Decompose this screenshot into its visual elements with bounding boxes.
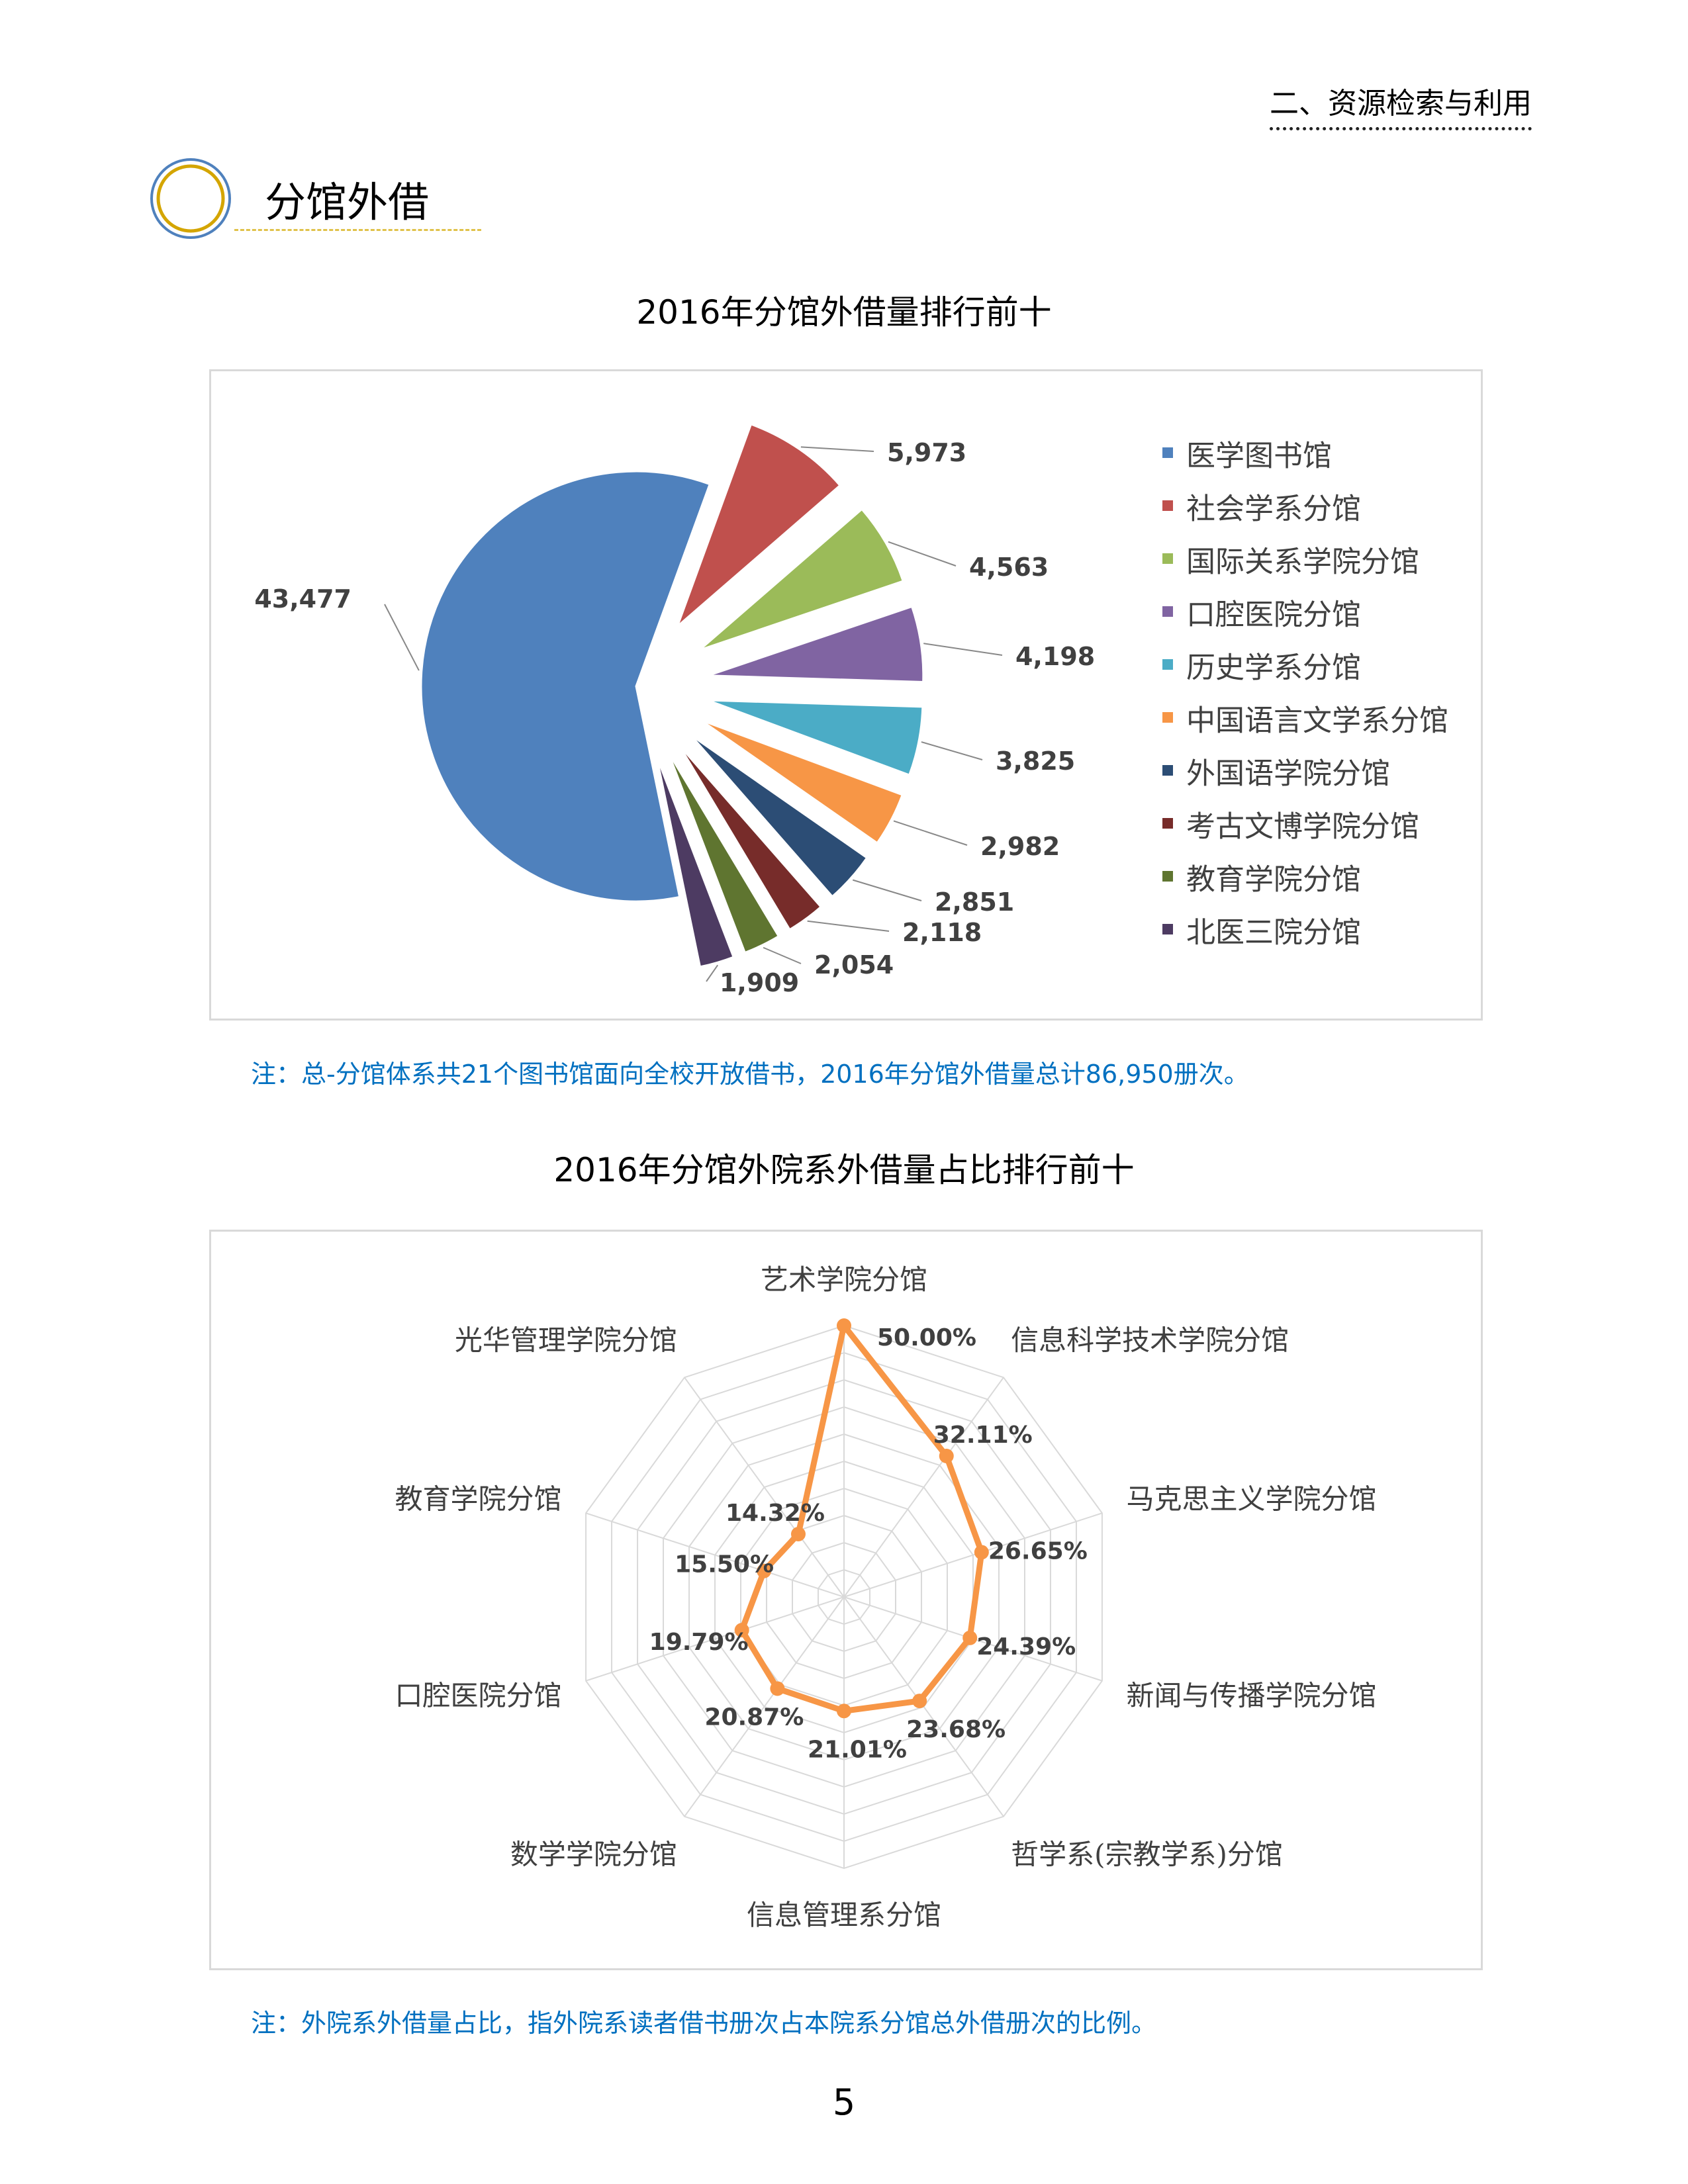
radar-data-label: 23.68% [906,1716,1006,1743]
pie-leader-line [888,541,957,567]
legend-marker [1162,553,1173,564]
pie-data-label: 2,118 [902,918,982,947]
pie-data-label: 3,825 [996,747,1075,776]
radar-point [962,1630,978,1645]
pie-slice [700,719,904,844]
legend-marker [1162,818,1173,829]
radar-category-label: 哲学系(宗教学系)分馆 [1011,1838,1283,1870]
radar-category-label: 马克思主义学院分馆 [1127,1483,1377,1516]
radar-category-label: 光华管理学院分馆 [455,1324,677,1357]
radar-data-label: 32.11% [933,1422,1033,1449]
pie-leader-line [706,964,719,982]
radar-point [790,1527,806,1542]
pie-data-label: 4,198 [1015,642,1095,671]
pie-chart-title: 2016年分馆外借量排行前十 [636,293,1052,332]
pie-leader-line [893,820,968,846]
pie-leader-line [800,446,874,452]
legend-label: 国际关系学院分馆 [1186,545,1419,579]
radar-axis [585,1512,845,1598]
radar-data-label: 24.39% [976,1633,1076,1661]
radar-category-label: 信息管理系分馆 [747,1899,941,1931]
radar-category-label: 口腔医院分馆 [395,1679,561,1711]
radar-point [734,1623,749,1638]
pie-leader-line [921,741,983,760]
radar-category-label: 信息科学技术学院分馆 [1011,1324,1289,1357]
radar-category-label: 教育学院分馆 [395,1483,561,1516]
legend-marker [1162,659,1173,670]
legend-label: 社会学系分馆 [1186,492,1361,526]
radar-data-label: 20.87% [704,1704,804,1731]
legend-label: 中国语言文学系分馆 [1186,704,1448,738]
legend-marker [1162,606,1173,617]
radar-data-label: 15.50% [675,1551,774,1578]
pie-note: 注：总-分馆体系共21个图书馆面向全校开放借书，2016年分馆外借量总计86,9… [251,1060,1249,1089]
pie-slice [420,470,712,903]
radar-data-label: 21.01% [808,1736,907,1763]
radar-point [974,1545,989,1560]
pie-data-label: 4,563 [969,553,1049,582]
pie-chart-frame [209,369,1483,1021]
pie-slice [689,734,868,898]
pie-slice [667,751,780,954]
legend-label: 北医三院分馆 [1186,916,1361,950]
legend-marker [1162,712,1173,723]
radar-category-label: 艺术学院分馆 [761,1263,927,1296]
section-title: 分馆外借 [265,178,430,226]
pie-slice [678,744,823,931]
legend-label: 考古文博学院分馆 [1186,810,1419,844]
radar-point [912,1694,927,1709]
legend-marker [1162,447,1173,458]
radar-axis [843,1377,1004,1598]
radar-chart-title: 2016年分馆外院系外借量占比排行前十 [553,1151,1135,1189]
pie-leader-line [384,604,420,671]
section-divider [234,229,481,231]
pie-leader-line [923,643,1003,656]
legend-label: 教育学院分馆 [1186,863,1361,897]
page-number: 5 [832,2081,856,2123]
pie-slice [707,699,924,776]
radar-point [939,1448,954,1463]
radar-data-label: 14.32% [726,1500,825,1527]
radar-axis [684,1596,845,1817]
radar-point [770,1681,785,1696]
pie-chart: 43,477 5,973 4,563 4,198 3,825 2,982 2,8512,11… [254,423,1448,997]
pie-leader-line [852,879,922,901]
radar-chart: 艺术学院分馆信息科学技术学院分馆马克思主义学院分馆新闻与传播学院分馆哲学系(宗教… [395,1263,1377,1931]
pie-data-label: 2,054 [814,950,894,979]
running-header: 二、资源检索与利用 [1270,79,1532,130]
legend-marker [1162,871,1173,882]
radar-note: 注：外院系外借量占比，指外院系读者借书册次占本院系分馆总外借册次的比例。 [251,2009,1157,2038]
pie-leader-line [763,946,802,964]
legend-marker [1162,500,1173,511]
section-circle-icon [150,158,231,239]
pie-data-label: 2,851 [935,887,1014,917]
legend-marker [1162,765,1173,776]
legend-label: 外国语学院分馆 [1186,757,1390,791]
pie-leader-line [807,920,890,932]
radar-data-label: 19.79% [649,1629,749,1656]
legend-label: 历史学系分馆 [1186,651,1361,685]
pie-slice [708,605,925,684]
pie-data-label: 2,982 [980,832,1060,861]
radar-point [837,1704,851,1719]
radar-category-label: 数学学院分馆 [510,1838,677,1870]
radar-data-label: 26.65% [988,1537,1088,1565]
radar-chart-frame [209,1230,1483,1970]
pie-data-label: 43,477 [254,584,352,614]
radar-axis [684,1377,845,1598]
radar-axis [843,1512,1103,1598]
pie-slice [675,423,842,630]
pie-data-label: 5,973 [887,438,966,467]
pie-data-label: 1,909 [720,968,799,997]
radar-axis [585,1596,845,1682]
radar-data-label: 50.00% [877,1324,976,1351]
radar-point [837,1318,851,1333]
radar-category-label: 新闻与传播学院分馆 [1127,1679,1377,1711]
legend-marker [1162,924,1173,934]
pie-slice [698,508,905,651]
pie-slice [655,756,735,968]
legend-label: 口腔医院分馆 [1186,598,1361,632]
legend-label: 医学图书馆 [1186,439,1332,473]
radar-point [757,1563,772,1578]
